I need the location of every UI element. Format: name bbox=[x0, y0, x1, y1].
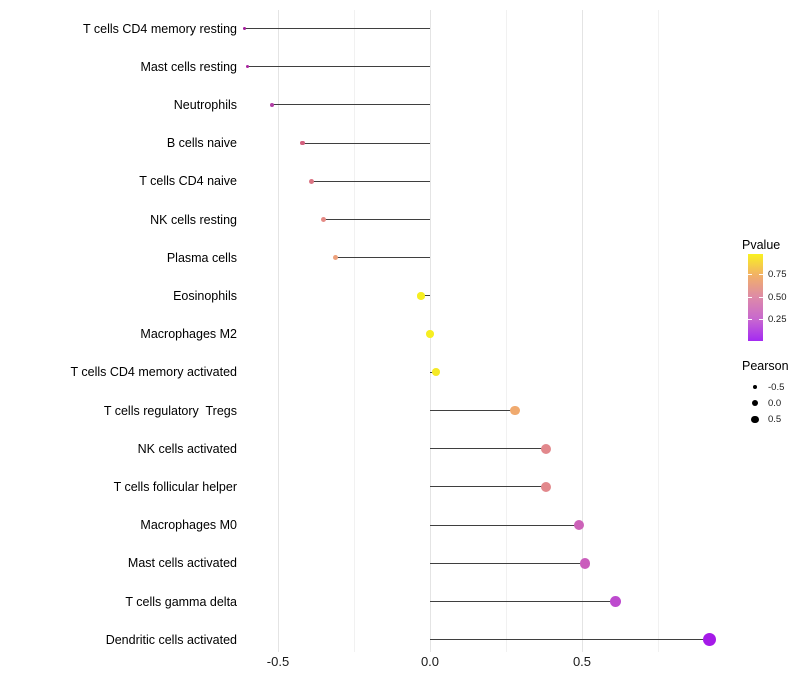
lollipop-dot bbox=[242, 26, 247, 31]
lollipop-dot bbox=[540, 481, 551, 492]
lollipop-dot bbox=[333, 254, 339, 261]
lollipop-stem bbox=[430, 448, 546, 450]
lollipop-dot bbox=[245, 64, 250, 69]
lollipop-stem bbox=[430, 639, 710, 641]
row-label: Macrophages M2 bbox=[140, 327, 237, 342]
row-label: T cells gamma delta bbox=[125, 594, 237, 609]
row-label: Dendritic cells activated bbox=[105, 632, 237, 647]
lollipop-dot bbox=[269, 102, 274, 107]
lollipop-dot bbox=[702, 632, 717, 647]
row-label: T cells CD4 naive bbox=[139, 174, 237, 189]
colorbar-tick-mark bbox=[759, 296, 763, 299]
lollipop-dot bbox=[609, 595, 622, 608]
pvalue-colorbar-tick-label: 0.25 bbox=[768, 314, 787, 326]
colorbar-tick-mark bbox=[759, 273, 763, 276]
lollipop-stem bbox=[311, 180, 430, 182]
lollipop-stem bbox=[430, 409, 516, 412]
pvalue-colorbar-tick-label: 0.50 bbox=[768, 291, 787, 303]
pearson-legend-dot bbox=[752, 400, 758, 406]
row-label: Eosinophils bbox=[173, 288, 237, 303]
colorbar-tick-mark bbox=[759, 318, 763, 321]
pearson-legend-title: Pearson bbox=[742, 359, 789, 373]
lollipop-dot bbox=[573, 519, 585, 531]
lollipop-stem bbox=[430, 600, 616, 603]
colorbar-tick-mark bbox=[748, 318, 752, 321]
gridline-minor bbox=[354, 10, 355, 652]
row-label: Plasma cells bbox=[166, 250, 237, 265]
lollipop-stem bbox=[335, 257, 430, 259]
pvalue-colorbar bbox=[748, 254, 763, 341]
x-tick-label: 0.0 bbox=[420, 654, 440, 669]
lollipop-dot bbox=[321, 216, 327, 223]
pvalue-legend-title: Pvalue bbox=[742, 238, 781, 252]
pvalue-colorbar-tick-label: 0.75 bbox=[768, 269, 787, 281]
gridline-minor bbox=[658, 10, 659, 652]
pearson-legend-label: 0.0 bbox=[768, 397, 782, 409]
row-label: Macrophages M0 bbox=[140, 518, 237, 533]
pearson-legend-dot bbox=[753, 385, 757, 389]
lollipop-stem bbox=[430, 562, 586, 564]
pearson-legend-label: 0.5 bbox=[768, 414, 782, 425]
lollipop-dot bbox=[417, 292, 425, 300]
lollipop-dot bbox=[432, 368, 440, 377]
lollipop-stem bbox=[430, 486, 546, 488]
gridline-major bbox=[278, 10, 279, 652]
gridline-minor bbox=[506, 10, 507, 652]
row-label: Neutrophils bbox=[173, 97, 237, 112]
row-label: T cells CD4 memory resting bbox=[83, 21, 237, 36]
lollipop-stem bbox=[244, 27, 430, 30]
pearson-legend-label: -0.5 bbox=[768, 381, 785, 393]
gridline-major bbox=[582, 10, 583, 652]
row-label: Mast cells resting bbox=[140, 59, 237, 74]
lollipop-dot bbox=[308, 178, 314, 184]
lollipop-stem bbox=[420, 295, 430, 297]
lollipop-dot bbox=[579, 557, 591, 569]
x-tick-label: 0.5 bbox=[572, 654, 592, 669]
lollipop-dot bbox=[299, 140, 305, 146]
row-label: T cells regulatory Tregs bbox=[103, 403, 237, 418]
row-label: NK cells resting bbox=[150, 212, 237, 227]
lollipop-stem bbox=[323, 218, 430, 221]
colorbar-tick-mark bbox=[748, 273, 752, 276]
row-label: T cells CD4 memory activated bbox=[70, 365, 238, 380]
lollipop-stem bbox=[302, 142, 430, 144]
pearson-legend-dot bbox=[751, 415, 759, 424]
row-label: Mast cells activated bbox=[127, 556, 237, 571]
x-tick-label: -0.5 bbox=[266, 654, 290, 669]
row-label: B cells naive bbox=[166, 136, 237, 151]
row-label: T cells follicular helper bbox=[113, 479, 237, 494]
lollipop-stem bbox=[247, 66, 430, 68]
row-label: NK cells activated bbox=[137, 441, 237, 456]
lollipop-stem bbox=[271, 104, 430, 106]
lollipop-dot bbox=[540, 443, 551, 454]
lollipop-dot bbox=[510, 405, 520, 416]
colorbar-tick-mark bbox=[748, 296, 752, 299]
lollipop-stem bbox=[430, 524, 579, 526]
lollipop-dot bbox=[426, 330, 434, 338]
